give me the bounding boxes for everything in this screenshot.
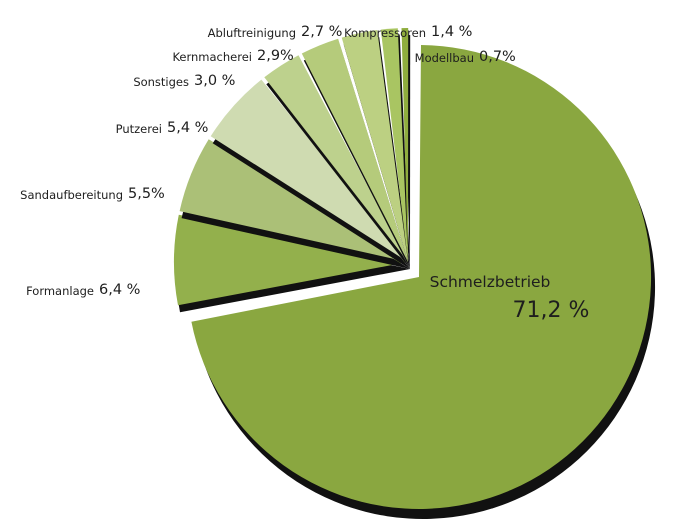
slice-schmelzbetrieb	[191, 45, 652, 509]
slice-kompressoren	[380, 28, 408, 263]
slice-value-abluftreinigung: 2,7 %	[301, 24, 342, 40]
slice-value-putzerei: 5,4 %	[167, 120, 208, 136]
slice-modellbau	[401, 28, 409, 262]
slice-value-sonstiges: 3,0 %	[194, 73, 235, 89]
slice-label-sonstiges: Sonstiges	[133, 75, 189, 89]
pie-slices	[173, 28, 656, 519]
slice-formanlage	[173, 214, 408, 306]
slice-label-modellbau: Modellbau	[415, 51, 474, 65]
slice-label-formanlage: Formanlage	[26, 284, 94, 298]
slice-sandaufbereitung	[179, 139, 408, 262]
slice-value-schmelzbetrieb: 71,2 %	[513, 298, 590, 323]
slice-label-sandaufbereitung: Sandaufbereitung	[20, 188, 123, 202]
slice-value-kernmacherei: 2,9%	[257, 48, 294, 64]
slice-label-schmelzbetrieb: Schmelzbetrieb	[430, 273, 551, 291]
slice-value-sandaufbereitung: 5,5%	[128, 186, 165, 202]
slice-label-putzerei: Putzerei	[116, 122, 162, 136]
slice-sonstiges	[264, 55, 408, 263]
slice-kernmacherei	[301, 38, 408, 263]
slice-label-abluftreinigung: Abluftreinigung	[208, 26, 296, 40]
slice-abluftreinigung	[341, 30, 408, 262]
slice-putzerei	[210, 79, 408, 262]
slice-label-kernmacherei: Kernmacherei	[172, 50, 252, 64]
slice-value-kompressoren: 1,4 %	[431, 24, 472, 40]
slice-label-kompressoren: Kompressoren	[344, 26, 426, 40]
slice-value-formanlage: 6,4 %	[99, 282, 140, 298]
slice-value-modellbau: 0,7%	[479, 49, 516, 65]
